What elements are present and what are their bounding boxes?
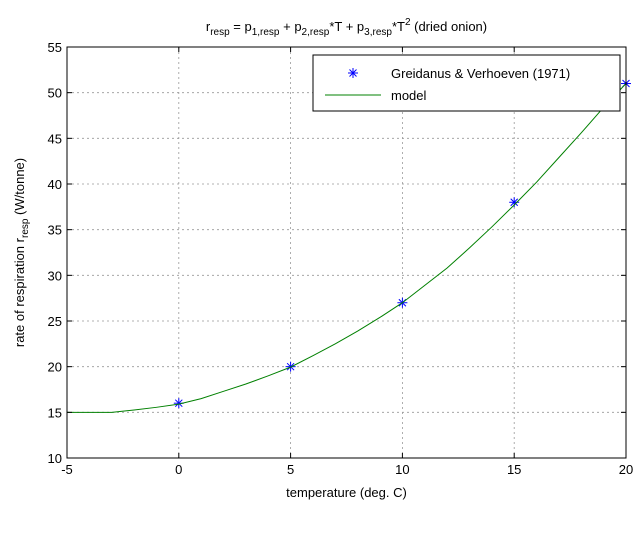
y-tick-label: 20 xyxy=(48,360,62,375)
text-part: = p xyxy=(230,19,252,34)
text-part: resp xyxy=(20,218,31,238)
legend: Greidanus & Verhoeven (1971) model xyxy=(312,54,621,112)
x-tick-label: 15 xyxy=(507,462,521,477)
data-point-asterisk xyxy=(509,197,520,208)
x-tick-label: 10 xyxy=(395,462,409,477)
axis-ticks: -5 0 5 10 15 20 10 15 20 25 30 35 40 45 50 55 xyxy=(48,40,634,477)
text-part: + p xyxy=(280,19,302,34)
axis-labels: rresp = p1,resp + p2,resp*T + p3,resp*T2… xyxy=(12,17,487,500)
model-line xyxy=(67,83,627,413)
y-axis-label: rate of respiration rresp (W/tonne) xyxy=(12,158,31,347)
text-part: 3,resp xyxy=(364,27,392,38)
x-tick-label: 20 xyxy=(619,462,633,477)
y-tick-label: 30 xyxy=(48,268,62,283)
legend-label: model xyxy=(391,88,427,103)
text-part: 2,resp xyxy=(302,27,330,38)
text-part: 1,resp xyxy=(252,27,280,38)
x-axis-label: temperature (deg. C) xyxy=(286,485,407,500)
y-tick-label: 15 xyxy=(48,405,62,420)
y-tick-label: 45 xyxy=(48,131,62,146)
x-tick-label: -5 xyxy=(61,462,73,477)
text-part: (dried onion) xyxy=(411,19,488,34)
y-tick-label: 40 xyxy=(48,177,62,192)
text-part: (W/tonne) xyxy=(12,158,27,219)
text-part: 2 xyxy=(405,17,411,28)
text-part: rate of respiration r xyxy=(12,237,27,347)
text-part: resp xyxy=(210,27,230,38)
x-tick-label: 5 xyxy=(287,462,294,477)
x-tick-label: 0 xyxy=(175,462,182,477)
text-part: r xyxy=(206,19,211,34)
y-tick-label: 50 xyxy=(48,86,62,101)
axes-box xyxy=(66,46,627,459)
y-tick-label: 25 xyxy=(48,314,62,329)
grid-lines xyxy=(67,47,626,458)
text-part: *T + p xyxy=(329,19,364,34)
text-part: *T xyxy=(392,19,405,34)
y-tick-label: 10 xyxy=(48,451,62,466)
y-tick-label: 55 xyxy=(48,40,62,55)
legend-label: Greidanus & Verhoeven (1971) xyxy=(391,66,570,81)
legend-box xyxy=(312,54,621,112)
chart-title: rresp = p1,resp + p2,resp*T + p3,resp*T2… xyxy=(206,17,487,38)
legend-swatch-asterisk xyxy=(348,68,358,78)
y-tick-label: 35 xyxy=(48,223,62,238)
